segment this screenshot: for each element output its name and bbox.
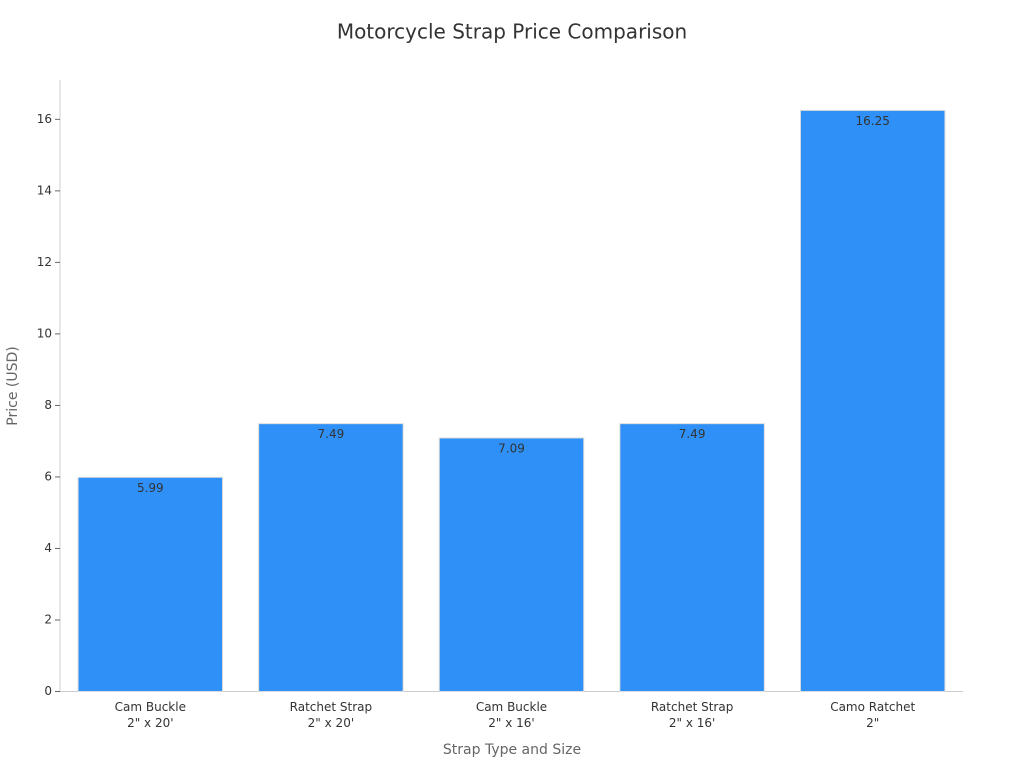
- x-tick-label: 2" x 16': [488, 716, 534, 730]
- y-tick-label: 8: [44, 398, 52, 412]
- chart-title: Motorcycle Strap Price Comparison: [337, 20, 687, 44]
- y-tick-label: 16: [37, 112, 52, 126]
- value-label: 16.25: [856, 114, 890, 128]
- x-tick-label: Cam Buckle: [115, 700, 186, 714]
- y-axis-label: Price (USD): [5, 346, 21, 425]
- x-tick-label: Camo Ratchet: [830, 700, 915, 714]
- x-tick-label: Cam Buckle: [476, 700, 547, 714]
- y-tick-label: 12: [37, 255, 52, 269]
- bar: [619, 423, 765, 692]
- x-axis-label: Strap Type and Size: [443, 742, 581, 758]
- value-label: 5.99: [137, 481, 164, 495]
- value-label: 7.49: [679, 427, 706, 441]
- y-tick-label: 0: [44, 684, 52, 698]
- value-label: 7.49: [318, 427, 345, 441]
- x-tick-label: 2" x 16': [669, 716, 715, 730]
- y-tick-label: 14: [37, 183, 52, 197]
- bar: [258, 423, 404, 692]
- x-tick-label: Ratchet Strap: [651, 700, 733, 714]
- bar: [77, 476, 224, 692]
- y-tick-label: 4: [44, 541, 52, 555]
- x-tick-label: 2" x 20': [127, 716, 173, 730]
- bar: [799, 109, 946, 693]
- bar: [438, 437, 585, 692]
- x-tick-label: Ratchet Strap: [290, 700, 372, 714]
- x-tick-label: 2" x 20': [308, 716, 354, 730]
- value-label: 7.09: [498, 441, 525, 455]
- x-tick-label: 2": [866, 716, 879, 730]
- y-tick-label: 6: [44, 469, 52, 483]
- y-tick-label: 10: [37, 326, 52, 340]
- y-tick-label: 2: [44, 612, 52, 626]
